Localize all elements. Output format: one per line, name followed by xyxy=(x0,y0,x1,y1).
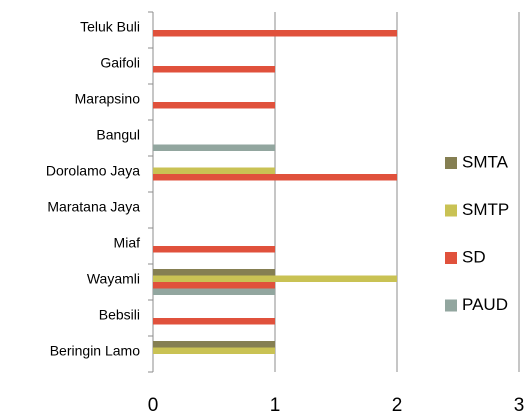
y-tick-label: Beringin Lamo xyxy=(50,343,140,359)
bar xyxy=(153,347,275,354)
y-tick-label: Bangul xyxy=(96,127,140,143)
legend-label: SMTA xyxy=(462,152,509,171)
bar xyxy=(153,174,397,181)
bar xyxy=(153,167,275,174)
bar xyxy=(153,102,275,109)
y-tick-label: Wayamli xyxy=(87,271,140,287)
y-tick-label: Teluk Buli xyxy=(80,19,140,35)
legend-swatch xyxy=(445,299,457,312)
y-tick-label: Bebsili xyxy=(99,307,140,323)
y-tick-label: Gaifoli xyxy=(100,55,140,71)
bar xyxy=(153,246,275,253)
bar xyxy=(153,318,275,325)
x-tick-label: 1 xyxy=(270,395,281,416)
x-tick-label: 0 xyxy=(148,395,159,416)
y-tick-label: Marapsino xyxy=(75,91,141,107)
legend-label: SD xyxy=(462,247,486,266)
x-tick-label: 3 xyxy=(514,395,525,416)
bar xyxy=(153,66,275,73)
y-tick-label: Dorolamo Jaya xyxy=(46,163,140,179)
x-tick-label: 2 xyxy=(392,395,403,416)
y-tick-label: Miaf xyxy=(114,235,141,251)
y-tick-label: Maratana Jaya xyxy=(47,199,140,215)
legend-swatch xyxy=(445,252,457,264)
bar xyxy=(153,288,275,295)
legend-swatch xyxy=(445,157,457,169)
bar xyxy=(153,341,275,348)
bar xyxy=(153,269,275,276)
bar xyxy=(153,30,397,37)
bar xyxy=(153,282,275,289)
legend-swatch xyxy=(445,204,457,217)
bar xyxy=(153,275,397,282)
bar xyxy=(153,144,275,151)
legend-label: PAUD xyxy=(462,295,508,314)
legend-label: SMTP xyxy=(462,200,509,219)
